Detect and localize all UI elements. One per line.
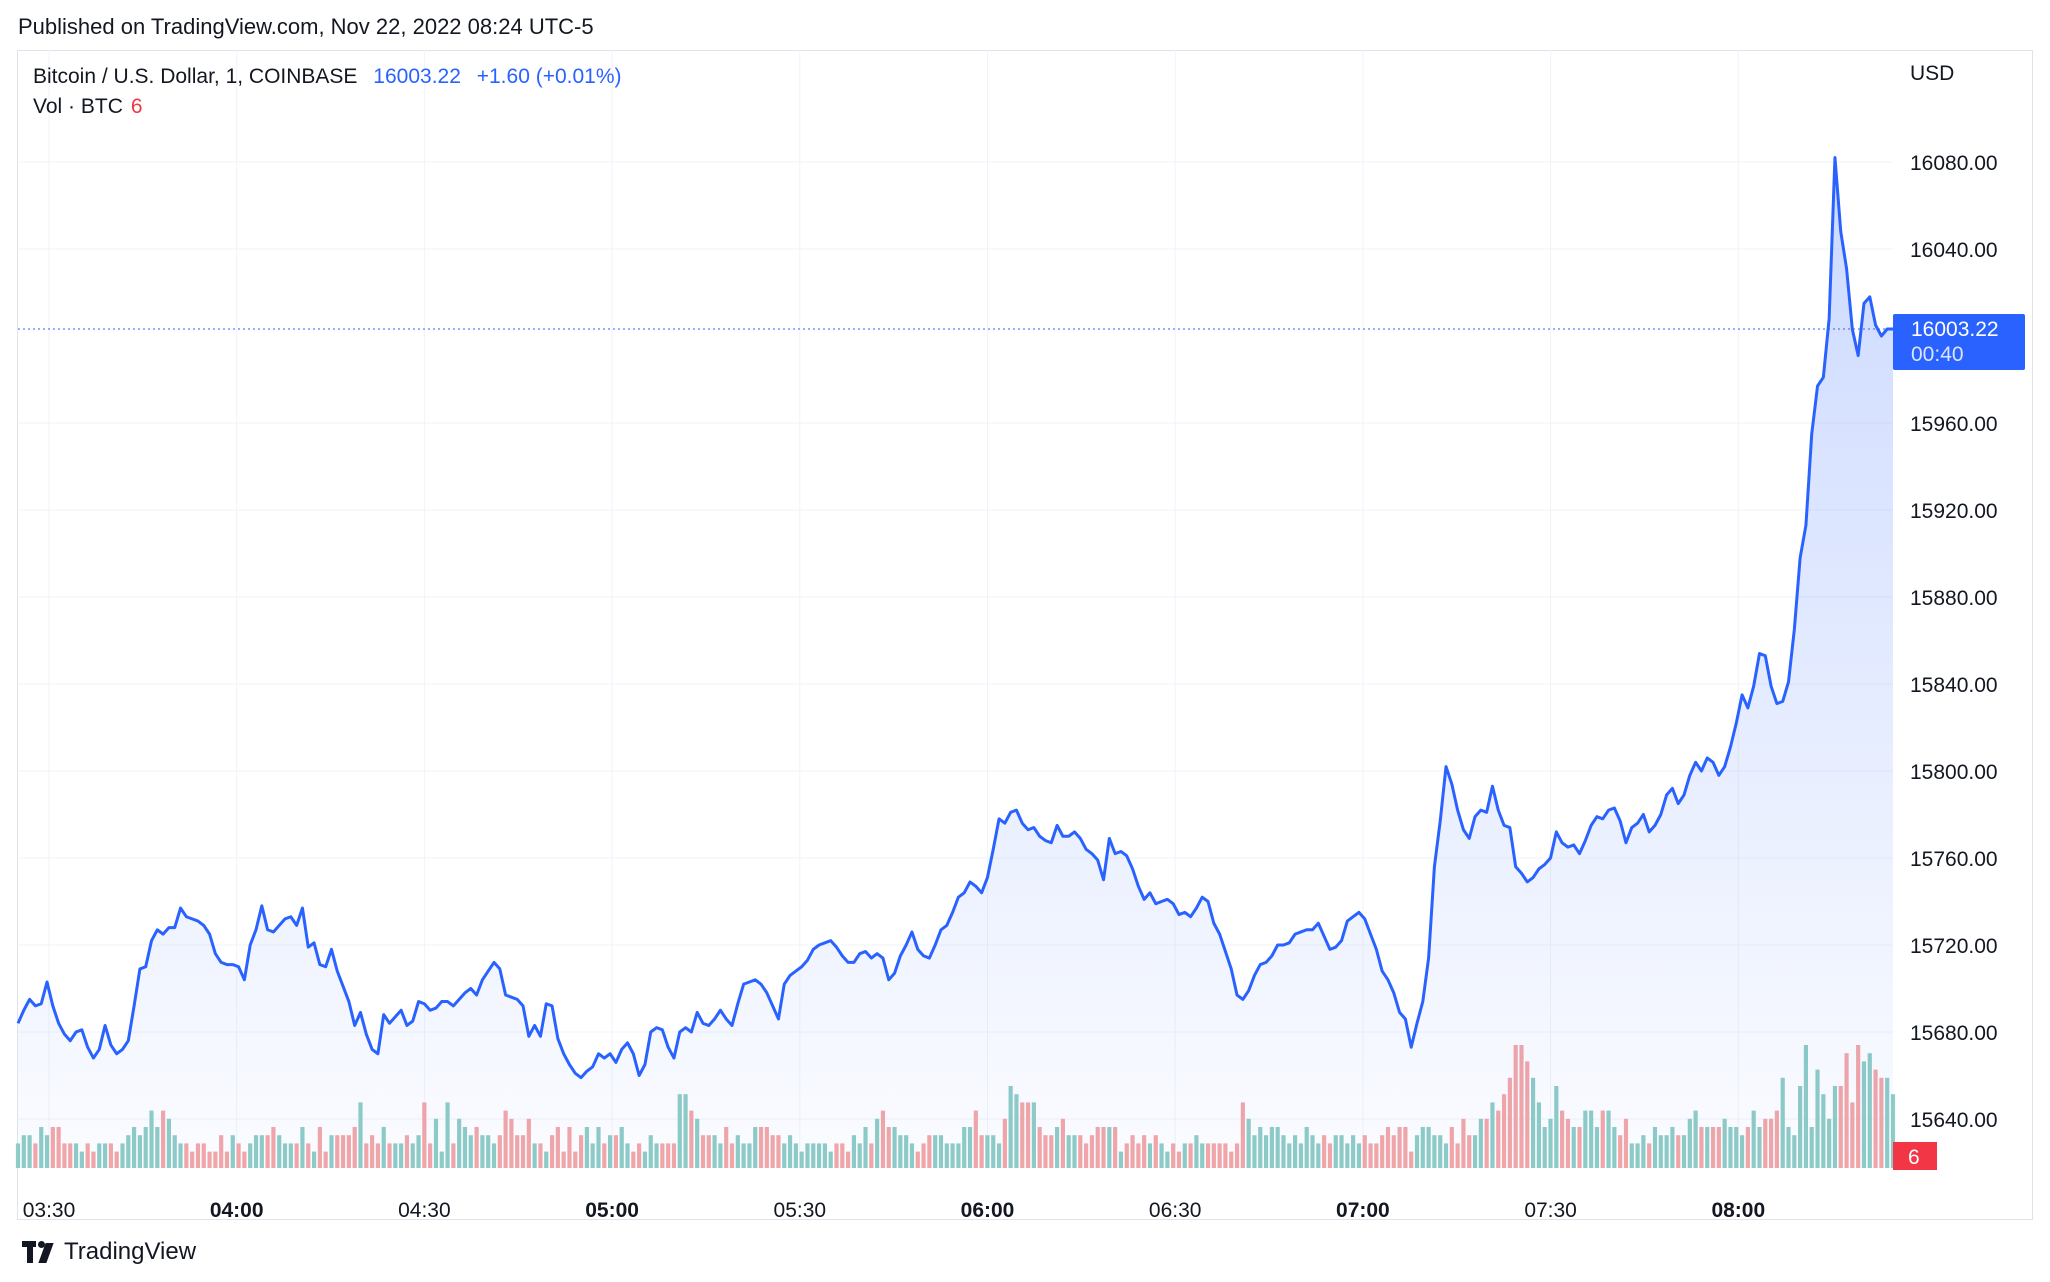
volume-legend-label: Vol · BTC <box>33 95 123 118</box>
price-tick-label: 16040.00 <box>1910 239 1998 262</box>
chart-frame <box>17 50 2033 1220</box>
time-tick-label: 06:30 <box>1149 1199 1202 1222</box>
price-axis[interactable]: USD 16080.00 16040.00 15960.00 15920.00 1588… <box>1910 62 1998 1132</box>
volume-tag-value: 6 <box>1908 1146 1920 1169</box>
last-price-tag: 16003.22 00:40 <box>1893 313 2025 370</box>
price-tick-label: 15760.00 <box>1910 848 1998 871</box>
tradingview-logo-text: TradingView <box>64 1238 197 1265</box>
time-tick-label: 04:30 <box>398 1199 451 1222</box>
price-tick-label: 15840.00 <box>1910 674 1998 697</box>
symbol-name: Bitcoin / U.S. Dollar, 1, COINBASE <box>33 65 358 88</box>
price-tick-label: 15640.00 <box>1910 1109 1998 1132</box>
last-price-value: 16003.22 <box>1911 318 1999 341</box>
volume-legend[interactable]: Vol · BTC 6 <box>33 95 143 119</box>
legend-price: 16003.22 <box>373 65 461 88</box>
price-area-fill <box>18 157 1893 1168</box>
time-tick-label: 07:00 <box>1336 1199 1390 1222</box>
price-tick-label: 15960.00 <box>1910 413 1998 436</box>
volume-tag: 6 <box>1893 1142 1937 1170</box>
volume-legend-value: 6 <box>130 95 143 118</box>
tradingview-logo-icon <box>22 1241 56 1263</box>
time-tick-label: 03:30 <box>23 1199 76 1222</box>
time-tick-label: 04:00 <box>210 1199 264 1222</box>
price-tick-label: 16080.00 <box>1910 152 1998 175</box>
time-tick-label: 05:00 <box>585 1199 639 1222</box>
published-caption: Published on TradingView.com, Nov 22, 20… <box>18 14 594 39</box>
tradingview-logo[interactable]: TradingView <box>22 1238 196 1266</box>
price-tick-label: 15880.00 <box>1910 587 1998 610</box>
price-tick-label: 15680.00 <box>1910 1022 1998 1045</box>
price-line <box>16 156 1893 1080</box>
time-axis[interactable]: 03:30 04:00 04:30 05:00 05:30 06:00 06:30 07:00… <box>23 1199 1765 1222</box>
legend-change: +1.60 (+0.01%) <box>476 65 622 88</box>
price-tick-label: 15720.00 <box>1910 935 1998 958</box>
price-tick-label: 15800.00 <box>1910 761 1998 784</box>
time-tick-label: 05:30 <box>774 1199 827 1222</box>
price-tick-label: 15920.00 <box>1910 500 1998 523</box>
bar-countdown: 00:40 <box>1911 343 1964 366</box>
time-tick-label: 06:00 <box>961 1199 1015 1222</box>
time-tick-label: 07:30 <box>1524 1199 1577 1222</box>
symbol-legend[interactable]: Bitcoin / U.S. Dollar, 1, COINBASE 16003… <box>33 65 632 89</box>
currency-label: USD <box>1910 62 1954 85</box>
time-tick-label: 08:00 <box>1711 1199 1765 1222</box>
